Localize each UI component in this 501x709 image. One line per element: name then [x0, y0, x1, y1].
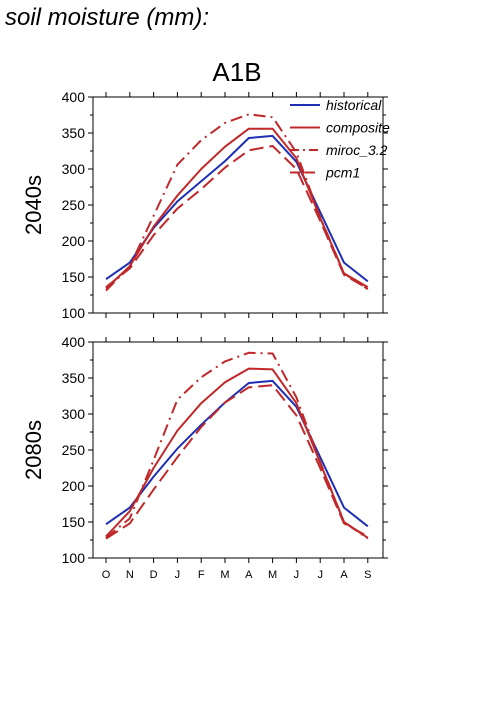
page-title: soil moisture (mm):: [5, 4, 210, 31]
legend-label-historical: historical: [326, 97, 382, 113]
series-line-composite: [105, 127, 369, 290]
legend-label-composite: composite: [326, 120, 390, 136]
plot-layer: 100 150 200 250 300 350 400 2040s 100 150 200 250 30…: [21, 89, 390, 581]
x-tick-label: D: [150, 569, 158, 581]
row-label-2080s: 2080s: [21, 420, 46, 480]
legend-label-pcm1: pcm1: [325, 165, 360, 181]
legend: historical composite miroc_3.2 pcm1: [290, 97, 390, 181]
x-tick-label: J: [175, 569, 181, 581]
x-tick-label: S: [364, 569, 371, 581]
x-tick-label: J: [294, 569, 300, 581]
x-tick-label: M: [220, 569, 229, 581]
series-line-miroc-3-2: [105, 351, 369, 540]
y-tick-label: 250: [62, 442, 86, 458]
x-tick-label: A: [245, 569, 253, 581]
x-tick-label: N: [126, 569, 134, 581]
x-tick-label: M: [268, 569, 277, 581]
y-tick-label: 400: [62, 89, 86, 105]
series-line-composite: [105, 367, 369, 539]
series-line-pcm1: [105, 145, 369, 290]
series-line-pcm1: [105, 384, 369, 540]
row-label-2040s: 2040s: [21, 175, 46, 235]
x-tick-label: O: [102, 569, 111, 581]
panel-2080s: 100 150 200 250 300 350 400 2080s: [21, 334, 388, 566]
series-line-historical: [105, 379, 369, 528]
y-tick-label: 100: [62, 550, 86, 566]
y-tick-label: 300: [62, 161, 86, 177]
legend-label-miroc-3-2: miroc_3.2: [326, 142, 388, 158]
y-tick-label: 400: [62, 334, 86, 350]
x-tick-label: J: [317, 569, 323, 581]
y-tick-label: 250: [62, 197, 86, 213]
y-tick-label: 200: [62, 478, 86, 494]
y-tick-label: 150: [62, 269, 86, 285]
y-tick-label: 200: [62, 233, 86, 249]
chart-title: A1B: [212, 57, 261, 87]
x-tick-label: A: [340, 569, 348, 581]
y-tick-label: 150: [62, 514, 86, 530]
y-tick-label: 350: [62, 370, 86, 386]
y-tick-label: 350: [62, 125, 86, 141]
x-tick-label: F: [198, 569, 205, 581]
y-tick-label: 100: [62, 305, 86, 321]
panel-2040s: 100 150 200 250 300 350 400 2040s: [21, 89, 388, 321]
y-tick-label: 300: [62, 406, 86, 422]
series-line-miroc-3-2: [105, 113, 369, 292]
